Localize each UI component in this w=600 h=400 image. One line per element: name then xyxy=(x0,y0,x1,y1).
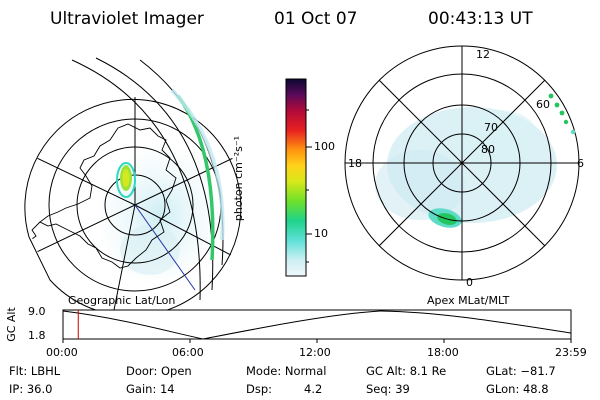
status-dsp-label: Dsp: xyxy=(246,382,273,396)
geographic-map xyxy=(24,57,243,317)
status-dsp-value: 4.2 xyxy=(304,382,323,396)
altitude-plot xyxy=(62,309,572,343)
altitude-xtick-2359: 23:59 xyxy=(555,346,587,359)
altitude-ylabel: GC Alt xyxy=(4,307,18,342)
status-gain: Gain: 14 xyxy=(126,382,175,396)
status-filter: Flt: LBHL xyxy=(9,364,61,378)
status-glon: GLon: 48.8 xyxy=(486,382,549,396)
colorbar-tick-10: 10 xyxy=(314,227,328,240)
time-label: 00:43:13 UT xyxy=(428,9,533,29)
lat-label-60: 60 xyxy=(536,98,550,111)
altitude-xtick-0600: 06:00 xyxy=(172,346,204,359)
altitude-ytick-high: 9.0 xyxy=(28,305,46,318)
left-panel-caption: Geographic Lat/Lon xyxy=(68,294,176,307)
status-seq: Seq: 39 xyxy=(366,382,410,396)
status-ip: IP: 36.0 xyxy=(9,382,53,396)
altitude-xtick-1200: 12:00 xyxy=(299,346,331,359)
altitude-xtick-1800: 18:00 xyxy=(427,346,459,359)
colorbar-unit-label: photon cm⁻²s⁻¹ xyxy=(232,135,246,222)
altitude-xtick-0000: 00:00 xyxy=(46,346,78,359)
altitude-ytick-low: 1.8 xyxy=(28,329,46,342)
instrument-title: Ultraviolet Imager xyxy=(50,9,204,29)
status-mode: Mode: Normal xyxy=(246,364,327,378)
mlt-label-0: 0 xyxy=(466,276,473,289)
lat-label-70: 70 xyxy=(484,121,498,134)
status-door: Door: Open xyxy=(126,364,192,378)
colorbar xyxy=(285,78,312,277)
date-label: 01 Oct 07 xyxy=(274,9,358,29)
mlt-label-18: 18 xyxy=(348,157,362,170)
apex-polar-map xyxy=(344,45,580,281)
status-gc-alt: GC Alt: 8.1 Re xyxy=(366,364,447,378)
right-panel-caption: Apex MLat/MLT xyxy=(427,294,510,307)
mlt-label-12: 12 xyxy=(476,48,490,61)
mlt-label-6: 6 xyxy=(577,157,584,170)
lat-label-80: 80 xyxy=(481,143,495,156)
colorbar-tick-100: 100 xyxy=(314,140,335,153)
status-glat: GLat: −81.7 xyxy=(486,364,556,378)
